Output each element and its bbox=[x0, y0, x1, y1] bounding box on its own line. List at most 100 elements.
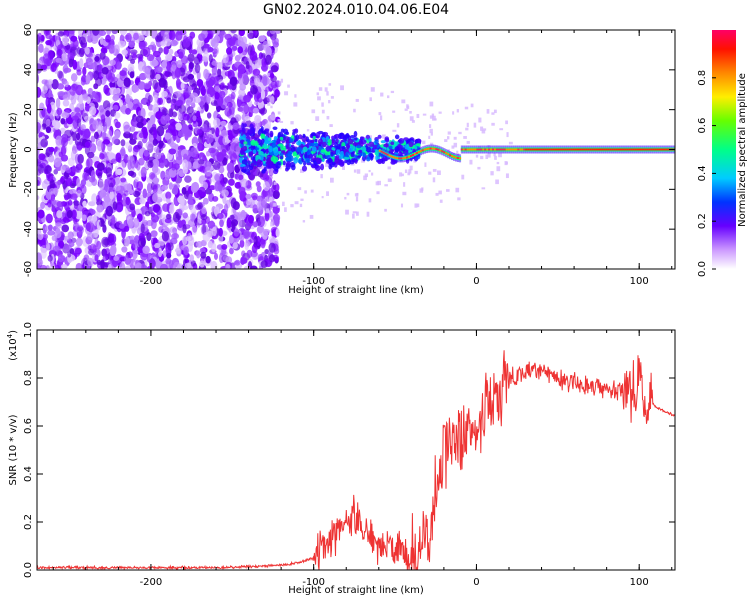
noise-speck bbox=[64, 80, 69, 88]
noise-speck bbox=[496, 161, 500, 165]
signal-blob bbox=[295, 134, 300, 142]
band-core bbox=[406, 156, 409, 159]
band-core bbox=[542, 148, 546, 151]
noise-speck bbox=[104, 248, 111, 258]
noise-speck bbox=[143, 82, 151, 90]
signal-blob bbox=[377, 158, 383, 165]
noise-speck bbox=[135, 115, 144, 124]
noise-speck bbox=[62, 216, 71, 223]
band-core bbox=[501, 148, 505, 151]
noise-speck bbox=[254, 100, 259, 106]
noise-speck bbox=[110, 34, 115, 42]
noise-speck bbox=[136, 181, 144, 191]
noise-speck bbox=[226, 101, 233, 108]
noise-speck bbox=[189, 254, 195, 262]
noise-speck bbox=[80, 184, 87, 195]
noise-speck bbox=[37, 158, 41, 165]
band-core bbox=[525, 148, 528, 151]
noise-speck bbox=[432, 177, 436, 183]
noise-speck bbox=[151, 165, 159, 174]
noise-speck bbox=[166, 97, 172, 104]
band-core bbox=[595, 148, 598, 151]
noise-speck bbox=[473, 122, 477, 128]
signal-blob bbox=[405, 139, 410, 143]
signal-blob bbox=[348, 147, 354, 153]
noise-speck bbox=[75, 166, 82, 174]
noise-speck bbox=[161, 108, 169, 116]
noise-speck bbox=[64, 194, 70, 201]
noise-speck bbox=[78, 36, 86, 46]
snr-xtick-label: -100 bbox=[302, 577, 325, 588]
noise-speck bbox=[123, 124, 132, 134]
noise-speck bbox=[152, 177, 159, 184]
noise-speck bbox=[42, 53, 51, 64]
noise-speck bbox=[97, 172, 103, 179]
noise-speck bbox=[107, 129, 113, 141]
noise-speck bbox=[404, 169, 408, 174]
snr-ytick-label: 0.2 bbox=[23, 514, 34, 530]
noise-speck bbox=[55, 57, 63, 63]
noise-speck bbox=[119, 262, 126, 269]
noise-speck bbox=[346, 192, 350, 196]
signal-blob bbox=[363, 152, 367, 158]
noise-speck bbox=[232, 122, 240, 130]
signal-blob bbox=[354, 137, 358, 141]
band-core bbox=[484, 148, 487, 151]
noise-speck bbox=[224, 70, 232, 77]
noise-speck bbox=[53, 120, 61, 130]
noise-speck bbox=[390, 90, 395, 94]
noise-speck bbox=[165, 191, 172, 200]
signal-blob bbox=[371, 147, 375, 153]
noise-speck bbox=[168, 48, 174, 55]
noise-speck bbox=[220, 82, 226, 91]
noise-speck bbox=[270, 105, 273, 109]
noise-speck bbox=[261, 52, 266, 58]
signal-blob bbox=[414, 139, 419, 145]
band-core bbox=[445, 152, 448, 155]
band-core bbox=[527, 148, 530, 151]
noise-speck bbox=[37, 125, 41, 134]
signal-blob bbox=[302, 146, 308, 153]
signal-blob bbox=[279, 155, 284, 160]
noise-speck bbox=[265, 208, 270, 214]
signal-blob bbox=[311, 164, 316, 169]
noise-speck bbox=[270, 113, 276, 121]
noise-speck bbox=[199, 260, 205, 268]
snr-line bbox=[37, 350, 675, 570]
band-core bbox=[437, 148, 440, 151]
noise-speck bbox=[98, 30, 107, 37]
band-core bbox=[613, 148, 616, 151]
snr-ytick-label: 0.4 bbox=[23, 466, 34, 482]
band-core bbox=[404, 156, 407, 159]
band-core bbox=[480, 148, 483, 151]
noise-speck bbox=[340, 85, 344, 91]
noise-speck bbox=[409, 116, 414, 121]
noise-speck bbox=[254, 59, 263, 69]
band-core bbox=[427, 147, 430, 150]
spectrogram-ylabel: Frequency (Hz) bbox=[8, 112, 19, 188]
signal-blob bbox=[288, 138, 294, 143]
noise-speck bbox=[99, 153, 105, 160]
noise-speck bbox=[103, 121, 108, 133]
noise-speck bbox=[47, 254, 53, 262]
band-core bbox=[443, 151, 446, 154]
noise-speck bbox=[217, 184, 223, 192]
noise-speck bbox=[251, 244, 258, 254]
noise-speck bbox=[76, 143, 83, 152]
noise-speck bbox=[162, 70, 169, 80]
band-core bbox=[667, 148, 671, 151]
signal-blob bbox=[316, 160, 321, 165]
noise-speck bbox=[38, 43, 44, 54]
noise-speck bbox=[168, 148, 177, 155]
band-core bbox=[661, 148, 665, 151]
noise-speck bbox=[432, 168, 437, 172]
noise-speck bbox=[429, 101, 434, 107]
signal-blob bbox=[383, 143, 389, 148]
band-core bbox=[490, 148, 493, 151]
band-core bbox=[560, 148, 563, 151]
signal-blob bbox=[331, 147, 335, 151]
noise-speck bbox=[264, 211, 270, 222]
noise-speck bbox=[82, 93, 89, 101]
signal-blob bbox=[258, 151, 264, 156]
band-core bbox=[535, 148, 538, 151]
